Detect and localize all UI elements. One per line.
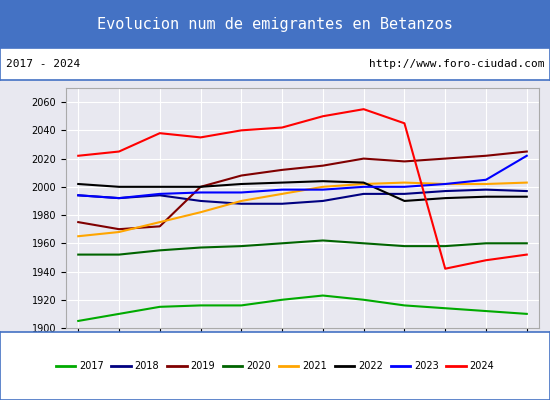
- Text: http://www.foro-ciudad.com: http://www.foro-ciudad.com: [369, 59, 544, 69]
- Text: Evolucion num de emigrantes en Betanzos: Evolucion num de emigrantes en Betanzos: [97, 16, 453, 32]
- Text: 2017 - 2024: 2017 - 2024: [6, 59, 80, 69]
- Legend: 2017, 2018, 2019, 2020, 2021, 2022, 2023, 2024: 2017, 2018, 2019, 2020, 2021, 2022, 2023…: [52, 357, 498, 375]
